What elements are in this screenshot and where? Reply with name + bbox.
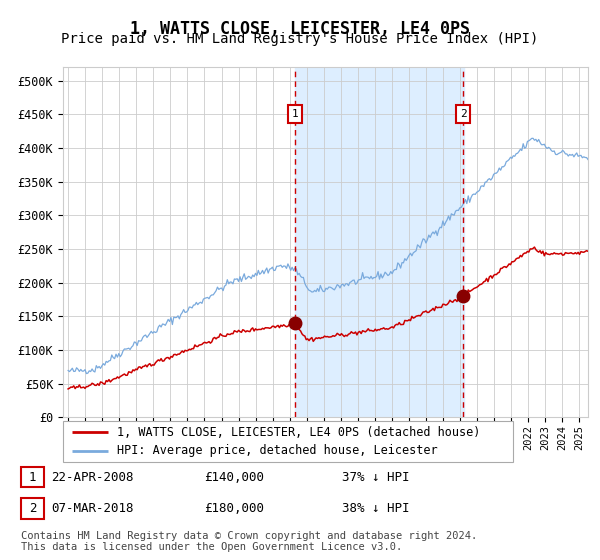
FancyBboxPatch shape (63, 421, 513, 462)
Text: 22-APR-2008: 22-APR-2008 (51, 470, 133, 484)
Text: Contains HM Land Registry data © Crown copyright and database right 2024.
This d: Contains HM Land Registry data © Crown c… (21, 531, 477, 553)
Text: 2: 2 (29, 502, 36, 515)
Text: 1: 1 (292, 109, 298, 119)
Text: £140,000: £140,000 (204, 470, 264, 484)
Text: 38% ↓ HPI: 38% ↓ HPI (342, 502, 409, 515)
Bar (295, 67, 464, 417)
Text: 1: 1 (29, 470, 36, 484)
Text: 07-MAR-2018: 07-MAR-2018 (51, 502, 133, 515)
Text: 2: 2 (460, 109, 467, 119)
Text: 1, WATTS CLOSE, LEICESTER, LE4 0PS: 1, WATTS CLOSE, LEICESTER, LE4 0PS (130, 20, 470, 38)
Text: £180,000: £180,000 (204, 502, 264, 515)
Text: 37% ↓ HPI: 37% ↓ HPI (342, 470, 409, 484)
Text: HPI: Average price, detached house, Leicester: HPI: Average price, detached house, Leic… (117, 445, 437, 458)
Text: 1, WATTS CLOSE, LEICESTER, LE4 0PS (detached house): 1, WATTS CLOSE, LEICESTER, LE4 0PS (deta… (117, 426, 481, 438)
Text: Price paid vs. HM Land Registry's House Price Index (HPI): Price paid vs. HM Land Registry's House … (61, 32, 539, 46)
